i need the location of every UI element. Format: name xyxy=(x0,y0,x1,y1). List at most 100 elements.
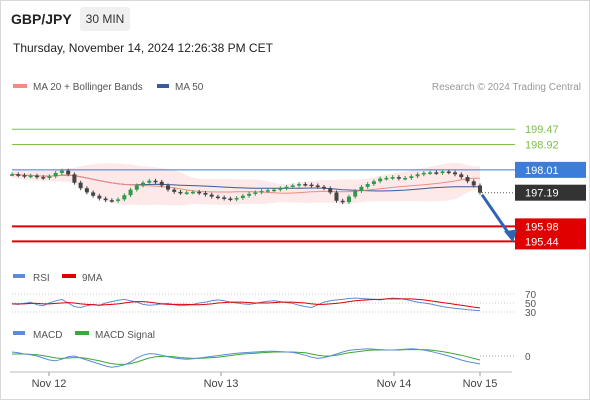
candle xyxy=(478,185,482,193)
projection-arrow xyxy=(480,193,512,237)
candle xyxy=(97,195,102,199)
candle xyxy=(159,181,164,186)
projection-arrowhead xyxy=(504,229,517,243)
candle xyxy=(328,188,333,193)
candle xyxy=(228,198,233,201)
candle xyxy=(278,188,283,190)
candle xyxy=(247,193,252,196)
macd-line xyxy=(11,348,481,368)
candle xyxy=(359,186,364,192)
candle xyxy=(116,199,121,201)
candle xyxy=(390,177,395,179)
candle xyxy=(78,182,83,189)
candle xyxy=(440,171,445,174)
candle xyxy=(346,196,351,203)
candle xyxy=(340,200,345,203)
candle xyxy=(91,192,96,196)
candle xyxy=(290,185,295,187)
candle xyxy=(190,191,195,194)
candle xyxy=(172,189,177,192)
level-label-198.92: 198.92 xyxy=(525,140,559,152)
time-label-Nov-12: Nov 12 xyxy=(32,378,67,390)
candle xyxy=(365,184,370,187)
level-label-195.44: 195.44 xyxy=(525,236,559,248)
candle xyxy=(409,176,414,178)
candle xyxy=(222,197,227,199)
candle xyxy=(41,177,46,179)
timestamp: Thursday, November 14, 2024 12:26:38 PM … xyxy=(13,41,273,55)
candle xyxy=(303,184,308,186)
legend-ma50: MA 50 xyxy=(175,82,204,93)
candle xyxy=(353,191,358,197)
legend-ma20: MA 20 + Bollinger Bands xyxy=(33,82,143,93)
candle xyxy=(209,194,214,197)
candle xyxy=(471,181,476,186)
level-label-199.47: 199.47 xyxy=(525,124,559,136)
candle xyxy=(465,177,470,182)
candle xyxy=(234,197,239,200)
level-tag-197.19 xyxy=(515,184,586,201)
candle xyxy=(166,185,170,190)
rsi-ma-legend: 9MA xyxy=(82,273,103,284)
candle xyxy=(371,181,376,185)
level-tag-198.01 xyxy=(515,161,586,178)
candle xyxy=(384,177,389,180)
time-label-Nov-14: Nov 14 xyxy=(377,378,412,390)
candle xyxy=(184,192,189,194)
candle xyxy=(53,172,58,177)
pair-title: GBP/JPY xyxy=(11,11,72,27)
candle xyxy=(16,174,21,176)
rsi-level-label-30: 30 xyxy=(525,308,537,319)
candle xyxy=(421,172,426,175)
candle xyxy=(141,182,146,186)
candle xyxy=(109,200,114,202)
rsi-ma-legend-swatch xyxy=(62,274,76,278)
candle xyxy=(128,189,133,196)
ma20-line xyxy=(11,173,481,194)
rsi-ma-line xyxy=(12,298,481,309)
candle xyxy=(309,184,314,187)
candle xyxy=(28,175,33,178)
time-label-Nov-13: Nov 13 xyxy=(204,378,239,390)
candle xyxy=(197,191,202,194)
timeframe-button[interactable]: 30 MIN xyxy=(80,7,130,31)
candle xyxy=(322,186,326,189)
credit: Research © 2024 Trading Central xyxy=(432,82,581,93)
candle xyxy=(59,170,64,173)
legend-ma50-swatch xyxy=(157,84,169,88)
rsi-legend: RSI xyxy=(33,273,50,284)
candle xyxy=(134,185,139,190)
candle xyxy=(122,195,127,200)
candle xyxy=(240,195,245,198)
candle xyxy=(34,175,39,178)
candle xyxy=(334,192,339,201)
macd-signal-legend-swatch xyxy=(75,331,89,335)
level-label-198.01: 198.01 xyxy=(525,165,559,177)
candle xyxy=(265,190,270,192)
legend-ma20-swatch xyxy=(13,84,27,88)
candle xyxy=(459,174,464,178)
macd-signal-legend: MACD Signal xyxy=(95,330,155,341)
candle xyxy=(66,170,71,175)
candle xyxy=(396,177,401,179)
candle xyxy=(22,175,27,177)
candle xyxy=(284,186,289,189)
candle xyxy=(403,177,408,180)
rsi-level-label-50: 50 xyxy=(525,299,537,310)
candle xyxy=(272,189,277,192)
macd-signal-line xyxy=(12,349,481,365)
candle xyxy=(103,198,108,201)
level-tag-195.98 xyxy=(515,218,586,235)
candle xyxy=(297,184,302,186)
candle xyxy=(315,185,320,187)
candle xyxy=(153,180,158,183)
candle xyxy=(446,171,451,174)
level-tag-195.44 xyxy=(515,233,586,250)
time-label-Nov-15: Nov 15 xyxy=(463,378,498,390)
level-label-197.19: 197.19 xyxy=(525,188,559,200)
candle xyxy=(147,180,152,183)
candle xyxy=(84,188,89,193)
candle xyxy=(253,192,258,194)
candle xyxy=(259,191,264,193)
